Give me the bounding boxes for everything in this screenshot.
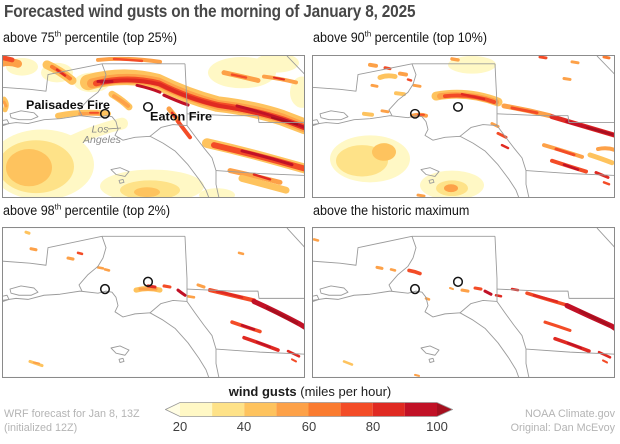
legend-tick-60: 60 [301,419,317,434]
panel-border [2,227,305,378]
map-panel-historic-max [312,227,615,378]
colorbar-left-arrow [165,402,180,417]
panel-label-98th: above 98th percentile (top 2%) [3,201,171,218]
panel-label-sup: th [54,28,62,39]
panel-label-text: above 75 [3,30,55,45]
panel-border [312,227,615,378]
footer-credit-line1: NOAA Climate.gov [524,408,615,420]
legend-tick-80: 80 [365,419,381,434]
colorbar-segment [212,402,245,417]
map-panel-90th [312,55,615,198]
wind-gust-shading [24,230,305,368]
colorbar-segment [244,402,277,417]
panel-border [312,55,615,198]
city-label-los-angeles: Los [92,124,109,135]
panel-label-text: above the historic maximum [313,203,470,218]
colorbar-segment [340,402,373,417]
legend-tick-20: 20 [172,419,188,434]
eaton-fire-label: Eaton Fire [150,110,212,124]
colorbar-segment [404,402,438,417]
colorbar-right-arrow [437,402,453,417]
city-label-los-angeles: Angeles [82,135,121,146]
legend-title-bold: wind gusts [228,384,297,399]
figure-title: Forecasted wind gusts on the morning of … [4,1,416,21]
wind-gust-shading [330,55,615,198]
legend-tick-100: 100 [426,419,448,434]
footer-source: WRF forecast for Jan 8, 13Z (initialized… [4,407,140,435]
panel-label-text: above 90 [313,30,365,45]
panel-label-sup: th [364,28,372,39]
footer-source-line1: WRF forecast for Jan 8, 13Z [4,408,140,420]
colorbar-outline [165,402,453,417]
colorbar-segment [180,402,213,417]
city-leader-line [107,127,122,130]
legend-title: wind gusts (miles per hour) [160,384,460,399]
map-panel-75th: Palisades Fire Eaton Fire Los Angeles [2,55,305,198]
footer-credit-line2: Original: Dan McEvoy [510,422,615,434]
panel-label-text: percentile (top 10%) [371,30,488,45]
legend-colorbar [165,402,453,417]
panel-label-text: percentile (top 2%) [61,203,171,218]
palisades-fire-label: Palisades Fire [26,98,110,112]
footer-source-line2: (initialized 12Z) [4,422,78,434]
panel-label-text: percentile (top 25%) [61,30,178,45]
panel-label-sup: th [54,201,62,212]
panel-border [2,55,305,198]
footer-credit: NOAA Climate.gov Original: Dan McEvoy [511,407,615,435]
panel-label-text: above 98 [3,203,55,218]
legend-tick-40: 40 [236,419,252,434]
panel-label-75th: above 75th percentile (top 25%) [3,28,178,45]
colorbar-segment [372,402,405,417]
panel-label-90th: above 90th percentile (top 10%) [313,28,488,45]
wind-gust-shading [312,238,615,377]
map-panel-98th [2,227,305,378]
panel-label-historic-max: above the historic maximum [313,203,469,218]
colorbar-segment [308,402,341,417]
legend-title-units: (miles per hour) [296,384,392,399]
colorbar-segment [276,402,309,417]
wind-gust-shading [2,55,305,198]
